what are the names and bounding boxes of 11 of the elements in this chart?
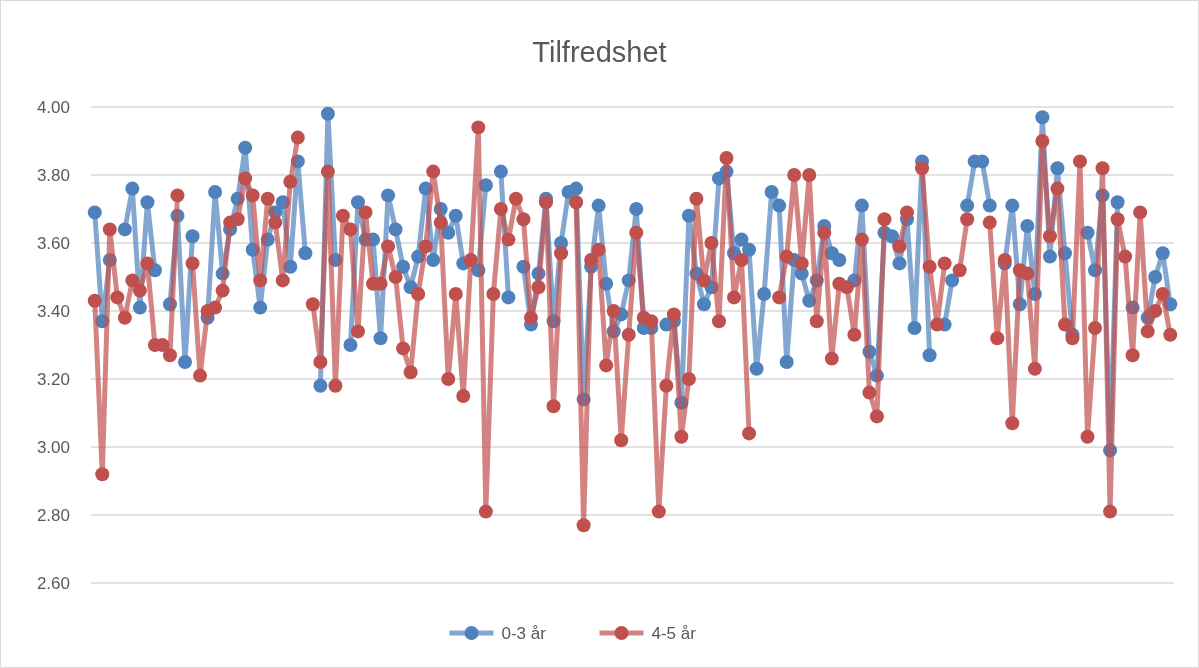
legend-label: 4-5 år [651,623,697,643]
y-tick-label: 2.80 [36,505,70,525]
y-tick-label: 3.80 [36,165,70,185]
y-tick-label: 3.20 [36,369,70,389]
y-tick-label: 3.00 [36,437,70,457]
y-tick-label: 3.40 [36,301,70,321]
legend-label: 0-3 år [501,623,547,643]
y-tick-label: 2.60 [36,573,70,593]
chart-title: Tilfredshet [532,36,667,68]
y-tick-label: 3.60 [36,233,70,253]
y-tick-label: 4.00 [36,97,70,117]
